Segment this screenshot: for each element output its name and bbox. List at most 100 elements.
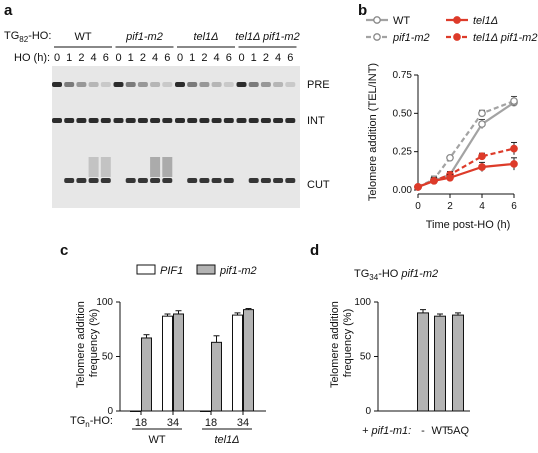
gel-time-label: 1: [189, 52, 195, 64]
chart-b-data-point: [414, 183, 422, 191]
chart-b-x-tick-label: 4: [479, 201, 485, 212]
gel-band-int: [285, 118, 296, 123]
gel-band-int: [113, 118, 124, 123]
gel-band-int: [187, 118, 198, 123]
gel-time-label: 6: [226, 52, 232, 64]
chart-d-bar: [417, 312, 429, 412]
gel-band-cut: [260, 178, 271, 183]
gel-band-cut: [125, 178, 136, 183]
gel-band-pre: [100, 82, 111, 87]
gel-time-label: 2: [201, 52, 207, 64]
gel-band-cut: [100, 178, 111, 183]
chart-c-group-label: tel1Δ: [214, 434, 239, 446]
chart-b-legend-marker: [453, 33, 461, 41]
gel-time-label: 0: [54, 52, 60, 64]
gel-band-cut: [88, 178, 99, 183]
gel-band-label-cut: CUT: [307, 179, 330, 191]
chart-c-legend-label: PIF1: [160, 265, 183, 277]
chart-b-legend-label: WT: [393, 15, 410, 27]
gel-hours-label: HO (h):: [14, 52, 50, 64]
chart-c-y-tick-label: 0: [107, 406, 113, 417]
chart-b-y-tick-label: 0.00: [393, 185, 413, 196]
telomere-frequency-bar-chart-c: PIF1 pif1-m2 Telomere addition frequency …: [70, 264, 266, 446]
chart-b-series: [414, 95, 518, 191]
chart-c-y-tick-label: 50: [102, 352, 114, 363]
chart-c-legend-swatch: [196, 264, 216, 275]
gel-band-int: [88, 118, 99, 123]
gel-band-pre: [175, 82, 185, 87]
chart-c-legend-label: pif1-m2: [219, 265, 257, 277]
chart-d-bars: [417, 309, 464, 412]
chart-d-y-tick-label: 50: [360, 352, 372, 363]
chart-d-ylabel: Telomere addition frequency (%): [329, 298, 354, 388]
chart-d-bar: [434, 315, 446, 412]
gel-band-int: [150, 118, 161, 123]
chart-c-x-tick-label: 34: [237, 417, 249, 429]
gel-band-pre: [125, 82, 136, 87]
gel-band-int: [162, 118, 173, 123]
gel-band-cut: [137, 178, 148, 183]
chart-b-axes: 0.00 0.25 0.50 0.75 0 2 4 6: [393, 70, 518, 212]
chart-b-legend-marker: [453, 16, 461, 24]
chart-c-x-tick-label: 18: [135, 417, 147, 429]
chart-b-legend-marker: [373, 33, 381, 41]
gel-band-cut: [273, 178, 284, 183]
chart-d-y-tick-label: 0: [365, 406, 371, 417]
gel-band-pre: [76, 82, 87, 87]
chart-b-series-line: [417, 100, 515, 188]
gel-band-pre: [150, 82, 161, 87]
gel-band-int: [248, 118, 259, 123]
chart-b-data-point: [510, 97, 518, 105]
gel-band-pre: [236, 82, 247, 87]
chart-c-bar: [211, 341, 222, 412]
gel-band-int: [64, 118, 75, 123]
gel-band-int: [100, 118, 111, 123]
gel-band-int: [199, 118, 210, 123]
gel-band-int: [125, 118, 136, 123]
gel-band-int: [273, 118, 284, 123]
gel-band-label-int: INT: [307, 115, 325, 127]
gel-band-cut: [162, 178, 173, 183]
chart-d-x-tick-label: -: [421, 425, 425, 437]
chart-b-legend-label: tel1Δ pif1-m2: [473, 32, 537, 44]
chart-c-bar: [141, 337, 152, 412]
chart-b-data-point: [446, 153, 454, 162]
gel-group-label-2: tel1Δ: [193, 31, 218, 43]
gel-time-label: 6: [103, 52, 109, 64]
chart-c-bars: [130, 308, 254, 412]
chart-b-y-tick-label: 0.75: [393, 70, 413, 81]
gel-group-labels: WT pif1-m2 tel1Δ tel1Δ pif1-m2: [54, 31, 300, 48]
chart-c-ylabel: Telomere addition frequency (%): [75, 298, 100, 388]
chart-c-bar: [200, 410, 211, 412]
chart-b-y-tick-label: 0.25: [393, 147, 413, 158]
chart-b-x-tick-label: 6: [511, 201, 517, 212]
gel-bands: [52, 82, 296, 183]
gel-band-labels: PRE INT CUT: [307, 79, 330, 191]
chart-d-y-tick-label: 100: [354, 297, 371, 308]
chart-c-bar: [243, 309, 254, 412]
chart-b-data-point: [478, 152, 486, 161]
chart-d-x-tick-label: 5AQ: [447, 425, 469, 437]
chart-d-x-tick-label: WT: [431, 425, 448, 437]
chart-b-legend-label: pif1-m2: [392, 32, 430, 44]
chart-c-bar: [162, 315, 173, 412]
chart-b-x-tick-label: 0: [415, 201, 421, 212]
chart-b-x-tick-label: 2: [447, 201, 453, 212]
gel-band-int: [223, 118, 234, 123]
gel-time-label: 6: [287, 52, 293, 64]
gel-band-int: [236, 118, 247, 123]
panel-letter-b: b: [358, 2, 368, 19]
gel-construct-label: TG82-HO:: [4, 30, 51, 44]
chart-b-data-point: [430, 176, 438, 185]
gel-time-label: 1: [66, 52, 72, 64]
gel-band-cut: [223, 178, 234, 183]
gel-band-pre: [199, 82, 210, 87]
gel-blot: [52, 66, 300, 208]
gel-band-pre: [223, 82, 234, 87]
gel-band-cut: [248, 178, 259, 183]
gel-band-pre: [248, 82, 259, 87]
gel-time-label: 1: [251, 52, 257, 64]
chart-c-bar: [130, 410, 141, 412]
gel-band-int: [175, 118, 185, 123]
telomere-addition-line-chart: WT tel1Δ pif1-m2 tel1Δ pif1-m2 Telomere add…: [366, 15, 537, 231]
